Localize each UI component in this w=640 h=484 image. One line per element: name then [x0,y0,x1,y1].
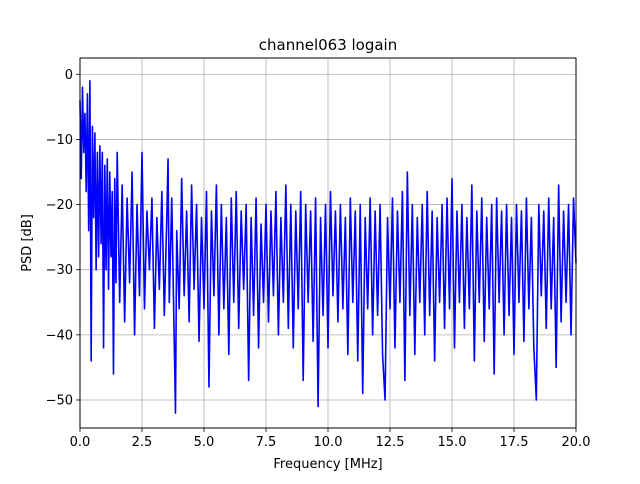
y-tick-label: −20 [46,198,73,213]
psd-series-line [79,80,577,414]
y-tick-label: −10 [46,133,73,148]
y-axis: 0 −10 −20 −30 −40 −50 [46,68,80,408]
x-tick-label: 12.5 [376,435,405,450]
y-tick-label: −50 [46,393,73,408]
x-tick-label: 10.0 [314,435,343,450]
y-axis-label: PSD [dB] [20,214,35,272]
y-tick-label: 0 [65,68,73,83]
x-tick-label: 15.0 [438,435,467,450]
x-tick-label: 0.0 [70,435,91,450]
x-axis-label: Frequency [MHz] [273,457,382,472]
x-tick-label: 17.5 [500,435,529,450]
x-tick-label: 20.0 [562,435,591,450]
x-tick-label: 5.0 [194,435,215,450]
plot-area [79,80,577,414]
y-tick-label: −40 [46,328,73,343]
x-axis: 0.0 2.5 5.0 7.5 10.0 12.5 15.0 17.5 20.0 [70,428,591,450]
y-tick-label: −30 [46,263,73,278]
chart-title: channel063 logain [259,36,398,54]
x-tick-label: 7.5 [256,435,277,450]
x-tick-label: 2.5 [132,435,153,450]
